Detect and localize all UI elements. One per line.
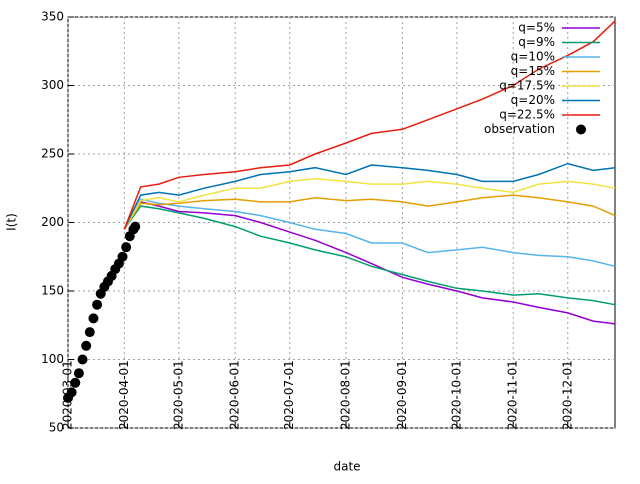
observation-point (84, 327, 95, 338)
legend-label: observation (484, 122, 555, 136)
legend-label: q=22.5% (499, 108, 555, 122)
y-tick-label: 350 (41, 10, 64, 24)
observation-point (117, 251, 128, 262)
observation-point (81, 340, 92, 351)
observation-point (66, 387, 77, 398)
series-line (123, 20, 616, 230)
legend-label: q=5% (518, 21, 555, 35)
x-tick-label: 2020-04-01 (117, 360, 131, 430)
observation-point (130, 221, 141, 232)
legend-marker (576, 124, 586, 135)
series-line (123, 198, 616, 268)
series-line (123, 201, 616, 325)
y-tick-label: 250 (41, 147, 64, 161)
x-tick-label: 2020-10-01 (449, 360, 463, 430)
x-tick-label: 2020-09-01 (395, 360, 409, 430)
y-tick-label: 50 (49, 421, 64, 435)
observation-point (121, 242, 132, 253)
legend-label: q=15% (511, 64, 555, 78)
series-line (123, 177, 616, 230)
y-tick-label: 150 (41, 284, 64, 298)
y-axis-label: I(t) (5, 213, 19, 231)
legend-label: q=10% (511, 50, 555, 64)
y-tick-label: 200 (41, 215, 64, 229)
legend-label: q=20% (511, 93, 555, 107)
x-tick-label: 2020-07-01 (282, 360, 296, 430)
legend-label: q=17.5% (499, 79, 555, 93)
series-line (123, 162, 616, 230)
legend-label: q=9% (518, 35, 555, 49)
y-tick-label: 100 (41, 352, 64, 366)
series-line (123, 205, 616, 306)
y-tick-label: 300 (41, 78, 64, 92)
x-axis-label: date (333, 460, 360, 474)
observation-point (77, 354, 88, 365)
series-line (123, 194, 616, 230)
x-tick-label: 2020-06-01 (228, 360, 242, 430)
x-tick-label: 2020-08-01 (339, 360, 353, 430)
x-tick-label: 2020-12-01 (560, 360, 574, 430)
observation-point (88, 313, 99, 324)
observation-point (92, 299, 103, 310)
x-tick-label: 2020-05-01 (171, 360, 185, 430)
observation-point (70, 377, 81, 388)
x-tick-label: 2020-11-01 (506, 360, 520, 430)
observation-point (73, 368, 84, 379)
